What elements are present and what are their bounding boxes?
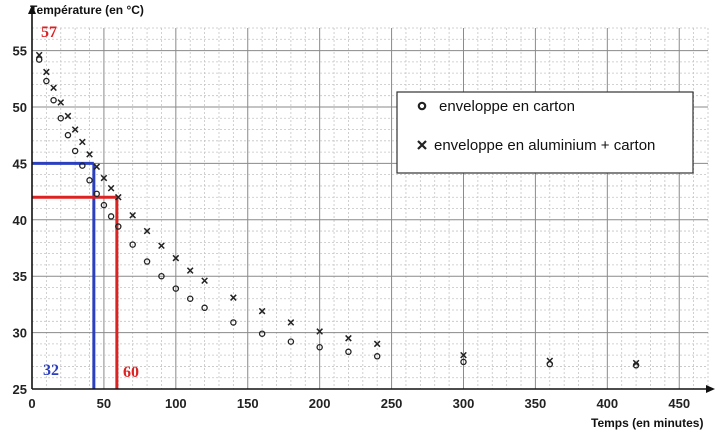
data-point-aluminium [64, 112, 72, 120]
annotation-label: 60 [123, 364, 139, 381]
data-point-aluminium [93, 163, 101, 171]
data-point-aluminium [143, 227, 151, 235]
data-point-aluminium [57, 99, 65, 106]
data-point-carton [201, 304, 208, 312]
data-point-aluminium [258, 307, 266, 315]
data-point-aluminium [43, 68, 50, 76]
data-point-carton [129, 241, 136, 248]
data-point-aluminium [129, 211, 137, 219]
legend-box [396, 91, 694, 174]
data-point-aluminium [71, 126, 79, 133]
data-point-aluminium [345, 334, 352, 342]
data-point-carton [186, 295, 194, 302]
data-point-aluminium [316, 328, 323, 335]
annotations: 57 32 60 [41, 24, 139, 381]
y-tick-label: 30 [13, 326, 27, 341]
data-point-aluminium [107, 184, 115, 192]
axes [28, 5, 715, 393]
x-tick-label: 100 [165, 396, 187, 411]
data-point-carton [258, 330, 266, 337]
data-point-aluminium [460, 351, 467, 359]
data-point-carton [71, 147, 79, 155]
x-tick-label: 350 [525, 396, 547, 411]
data-point-carton [460, 358, 467, 366]
data-point-carton [158, 272, 165, 280]
x-tick-label: 200 [309, 396, 331, 411]
y-tick-label: 25 [13, 382, 27, 397]
y-tick-label: 50 [13, 100, 27, 115]
tick-labels: 0 50 100 150 200 250 300 350 400 450 25 30 35 40 45 50 5… [13, 44, 691, 411]
data-point-carton [57, 115, 65, 122]
data-point-aluminium [100, 174, 108, 182]
legend-marker-aluminium [417, 140, 427, 150]
data-point-aluminium [373, 340, 381, 348]
data-point-carton [50, 96, 57, 104]
data-point-aluminium [546, 357, 554, 365]
data-point-carton [107, 213, 115, 220]
data-point-aluminium [287, 319, 295, 326]
data-point-aluminium [201, 277, 208, 285]
y-tick-label: 40 [13, 213, 27, 228]
x-tick-label: 150 [237, 396, 259, 411]
annotation-label: 57 [41, 24, 57, 41]
y-axis-title: Température (en °C) [30, 3, 144, 17]
data-point-carton [86, 177, 93, 184]
data-point-aluminium [35, 51, 43, 59]
x-tick-label: 300 [453, 396, 475, 411]
data-point-aluminium [86, 151, 93, 158]
data-point-aluminium [158, 242, 165, 250]
data-point-aluminium [186, 267, 194, 274]
data-point-carton [316, 344, 323, 351]
data-point-carton [93, 190, 100, 198]
y-tick-label: 55 [13, 44, 27, 59]
data-point-aluminium [114, 193, 122, 201]
data-point-carton [373, 353, 381, 360]
y-tick-label: 35 [13, 269, 27, 284]
y-tick-label: 45 [13, 156, 27, 171]
data-point-carton [100, 201, 108, 209]
legend-label: enveloppe en aluminium + carton [434, 137, 655, 154]
y-axis-arrow [28, 5, 36, 14]
data-point-aluminium [50, 84, 57, 92]
data-points [35, 51, 640, 369]
data-point-aluminium [79, 138, 86, 146]
legend-marker-carton [417, 101, 427, 111]
data-point-carton [287, 338, 295, 345]
data-point-carton [115, 223, 122, 230]
data-point-aluminium [230, 294, 237, 301]
x-axis-arrow [706, 385, 715, 393]
data-point-carton [230, 319, 237, 326]
x-tick-label: 250 [381, 396, 403, 411]
x-axis-title: Temps (en minutes) [591, 416, 703, 430]
x-tick-label: 450 [668, 396, 690, 411]
annotation-label: 32 [43, 362, 59, 379]
data-point-carton [143, 258, 151, 265]
data-point-carton [79, 162, 86, 169]
legend-label: enveloppe en carton [439, 98, 575, 115]
legend: enveloppe en carton enveloppe en aluminiu… [396, 91, 694, 174]
data-point-carton [35, 56, 43, 63]
data-point-carton [172, 285, 180, 292]
x-tick-label: 400 [596, 396, 618, 411]
data-point-carton [64, 131, 72, 139]
x-tick-label: 50 [97, 396, 111, 411]
grid [31, 27, 709, 390]
data-point-aluminium [172, 254, 180, 262]
x-tick-label: 0 [28, 396, 35, 411]
data-point-carton [345, 348, 352, 356]
data-point-carton [43, 77, 50, 85]
data-point-aluminium [632, 359, 640, 367]
